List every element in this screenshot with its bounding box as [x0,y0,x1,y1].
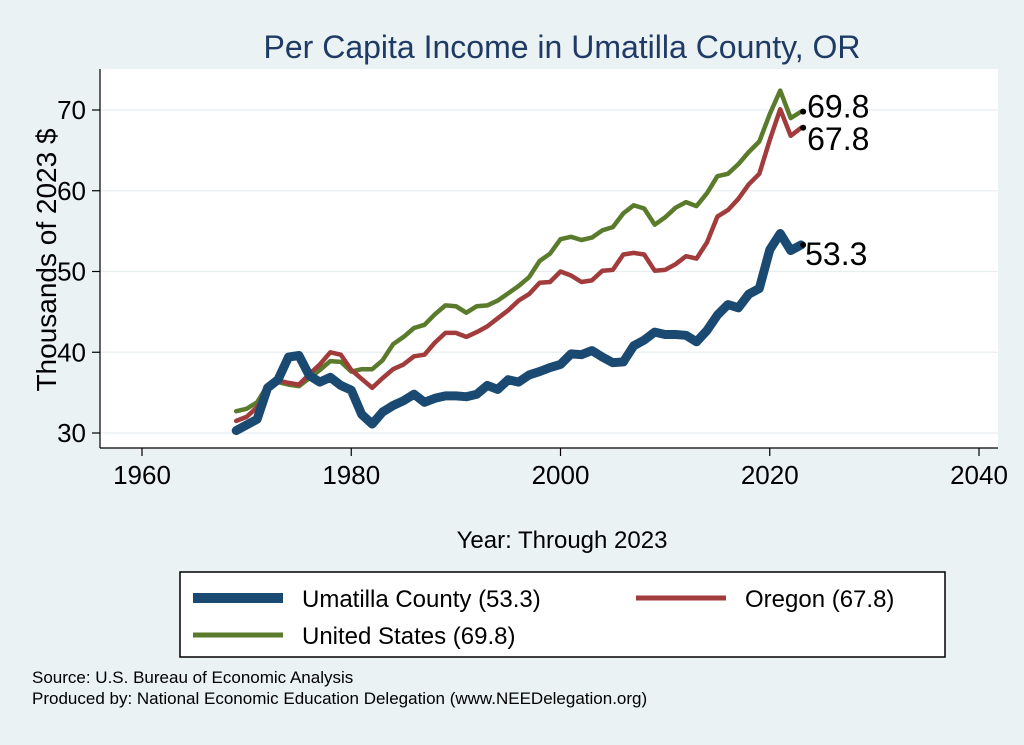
y-tick-label-60: 60 [57,176,86,206]
end-marker-umatilla [800,241,807,248]
axes: 30 40 50 60 70 1960 1980 2000 2020 2040 [57,69,1008,490]
end-marker-united-states [800,108,807,115]
end-labels: 53.3 67.869.8 [800,89,869,272]
series-line-united-states [233,88,804,414]
x-tick-label-1960: 1960 [113,460,171,490]
y-tick-label-50: 50 [57,257,86,287]
x-tick-label-2000: 2000 [532,460,590,490]
legend-label-oregon: Oregon (67.8) [745,586,894,613]
source-note: Source: U.S. Bureau of Economic Analysis [32,668,354,687]
x-tick-label-2040: 2040 [950,460,1008,490]
legend-label-umatilla: Umatilla County (53.3) [302,586,541,613]
x-tick-label-2020: 2020 [741,460,799,490]
y-tick-label-30: 30 [57,418,86,448]
end-label-united-states: 69.8 [807,89,869,125]
legend: Umatilla County (53.3) Oregon (67.8) Uni… [179,571,946,658]
y-tick-label-70: 70 [57,95,86,125]
series-lines [231,88,806,436]
chart-title: Per Capita Income in Umatilla County, OR [264,29,861,65]
producer-note: Produced by: National Economic Education… [32,689,648,708]
series-line-umatilla [231,229,806,436]
legend-box [179,571,946,658]
end-marker-oregon [800,124,807,131]
series-line-oregon [233,106,804,424]
y-axis-label: Thousands of 2023 $ [31,128,62,392]
plot-area [100,69,998,448]
y-tick-label-40: 40 [57,337,86,367]
end-label-oregon: 67.8 [807,121,869,157]
gridlines [100,109,998,434]
end-label-umatilla: 53.3 [805,236,867,272]
x-tick-label-1980: 1980 [322,460,380,490]
legend-label-united-states: United States (69.8) [302,623,515,650]
x-axis-label: Year: Through 2023 [457,527,668,554]
